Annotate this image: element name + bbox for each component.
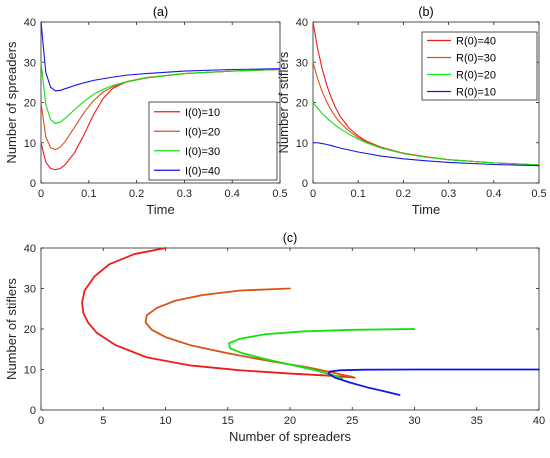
x-tick-label: 0	[38, 415, 44, 427]
legend-label: R(0)=10	[456, 87, 496, 99]
chart-panel-2: 0 0.1 0.2 0.3 0.4 0.5 0 10 20 30 40 (b) Time Number o…	[276, 5, 547, 217]
legend-label: I(0)=10	[185, 107, 220, 119]
x-tick-label: 0.1	[351, 188, 366, 200]
x-tick-label: 0.2	[396, 188, 411, 200]
legend-label: I(0)=30	[185, 146, 220, 158]
x-axis-label: Time	[146, 202, 174, 217]
series-line-3	[40, 61, 281, 124]
x-axis-label: Number of spreaders	[229, 429, 352, 444]
y-tick-label: 10	[296, 138, 308, 150]
x-tick-label: 0.2	[129, 188, 144, 200]
y-tick-label: 10	[24, 365, 36, 377]
x-tick-label: 20	[284, 415, 296, 427]
x-tick-label: 0.3	[441, 188, 456, 200]
legend-label: R(0)=40	[456, 36, 496, 48]
x-tick-label: 0.1	[81, 188, 96, 200]
chart-title: (b)	[418, 5, 433, 19]
y-tick-label: 20	[24, 98, 36, 110]
x-tick-label: 0.5	[272, 188, 287, 200]
y-tick-label: 20	[296, 98, 308, 110]
legend-label: R(0)=20	[456, 70, 496, 82]
y-axis-label: Number of stiflers	[4, 278, 19, 380]
legend-label: I(0)=40	[185, 165, 220, 177]
chart-title: (c)	[283, 231, 298, 245]
legend: I(0)=10 I(0)=20 I(0)=30 I(0)=40	[148, 101, 278, 181]
y-tick-label: 40	[24, 17, 36, 29]
series-line-1	[81, 247, 356, 379]
x-tick-label: 0.4	[486, 188, 501, 200]
y-tick-label: 30	[24, 57, 36, 69]
chart-panel-3: 0 5 10 15 20 25 30 35 40 0 10 20 30 40 (c) Number of sp…	[4, 231, 545, 444]
x-tick-label: 0.4	[225, 188, 240, 200]
y-tick-label: 0	[30, 178, 36, 190]
series-line-3	[228, 328, 416, 380]
x-tick-label: 0.3	[177, 188, 192, 200]
series-line-3	[312, 101, 540, 166]
y-axis-label: Number of spreaders	[4, 41, 19, 164]
y-tick-label: 0	[30, 405, 36, 417]
chart-title: (a)	[153, 5, 168, 19]
x-tick-label: 5	[100, 415, 106, 427]
y-tick-label: 10	[24, 138, 36, 150]
x-tick-label: 30	[408, 415, 420, 427]
series-line-4	[40, 21, 281, 92]
x-tick-label: 40	[533, 415, 545, 427]
series-line-4	[327, 368, 540, 396]
series-line-2	[144, 287, 354, 378]
x-tick-label: 10	[159, 415, 171, 427]
y-tick-label: 30	[296, 57, 308, 69]
y-tick-label: 40	[24, 243, 36, 255]
x-tick-label: 15	[222, 415, 234, 427]
y-tick-label: 0	[302, 178, 308, 190]
y-tick-label: 20	[24, 324, 36, 336]
chart-panel-1: 0 0.1 0.2 0.3 0.4 0.5 0 10 20 30 40 (a) Time Number o…	[4, 5, 288, 217]
x-tick-label: 25	[346, 415, 358, 427]
legend-box	[421, 31, 538, 101]
legend-label: I(0)=20	[185, 126, 220, 138]
legend-box	[148, 101, 278, 181]
axes-frame	[40, 247, 540, 411]
x-tick-label: 35	[471, 415, 483, 427]
legend-label: R(0)=30	[456, 53, 496, 65]
x-axis-label: Time	[412, 202, 440, 217]
x-tick-label: 0.5	[531, 188, 546, 200]
y-tick-label: 40	[296, 17, 308, 29]
legend: R(0)=40 R(0)=30 R(0)=20 R(0)=10	[421, 31, 538, 101]
x-tick-label: 0	[38, 188, 44, 200]
series-line-4	[312, 142, 540, 167]
y-tick-label: 30	[24, 284, 36, 296]
x-tick-label: 0	[310, 188, 316, 200]
y-axis-label: Number of stiflers	[276, 51, 291, 153]
